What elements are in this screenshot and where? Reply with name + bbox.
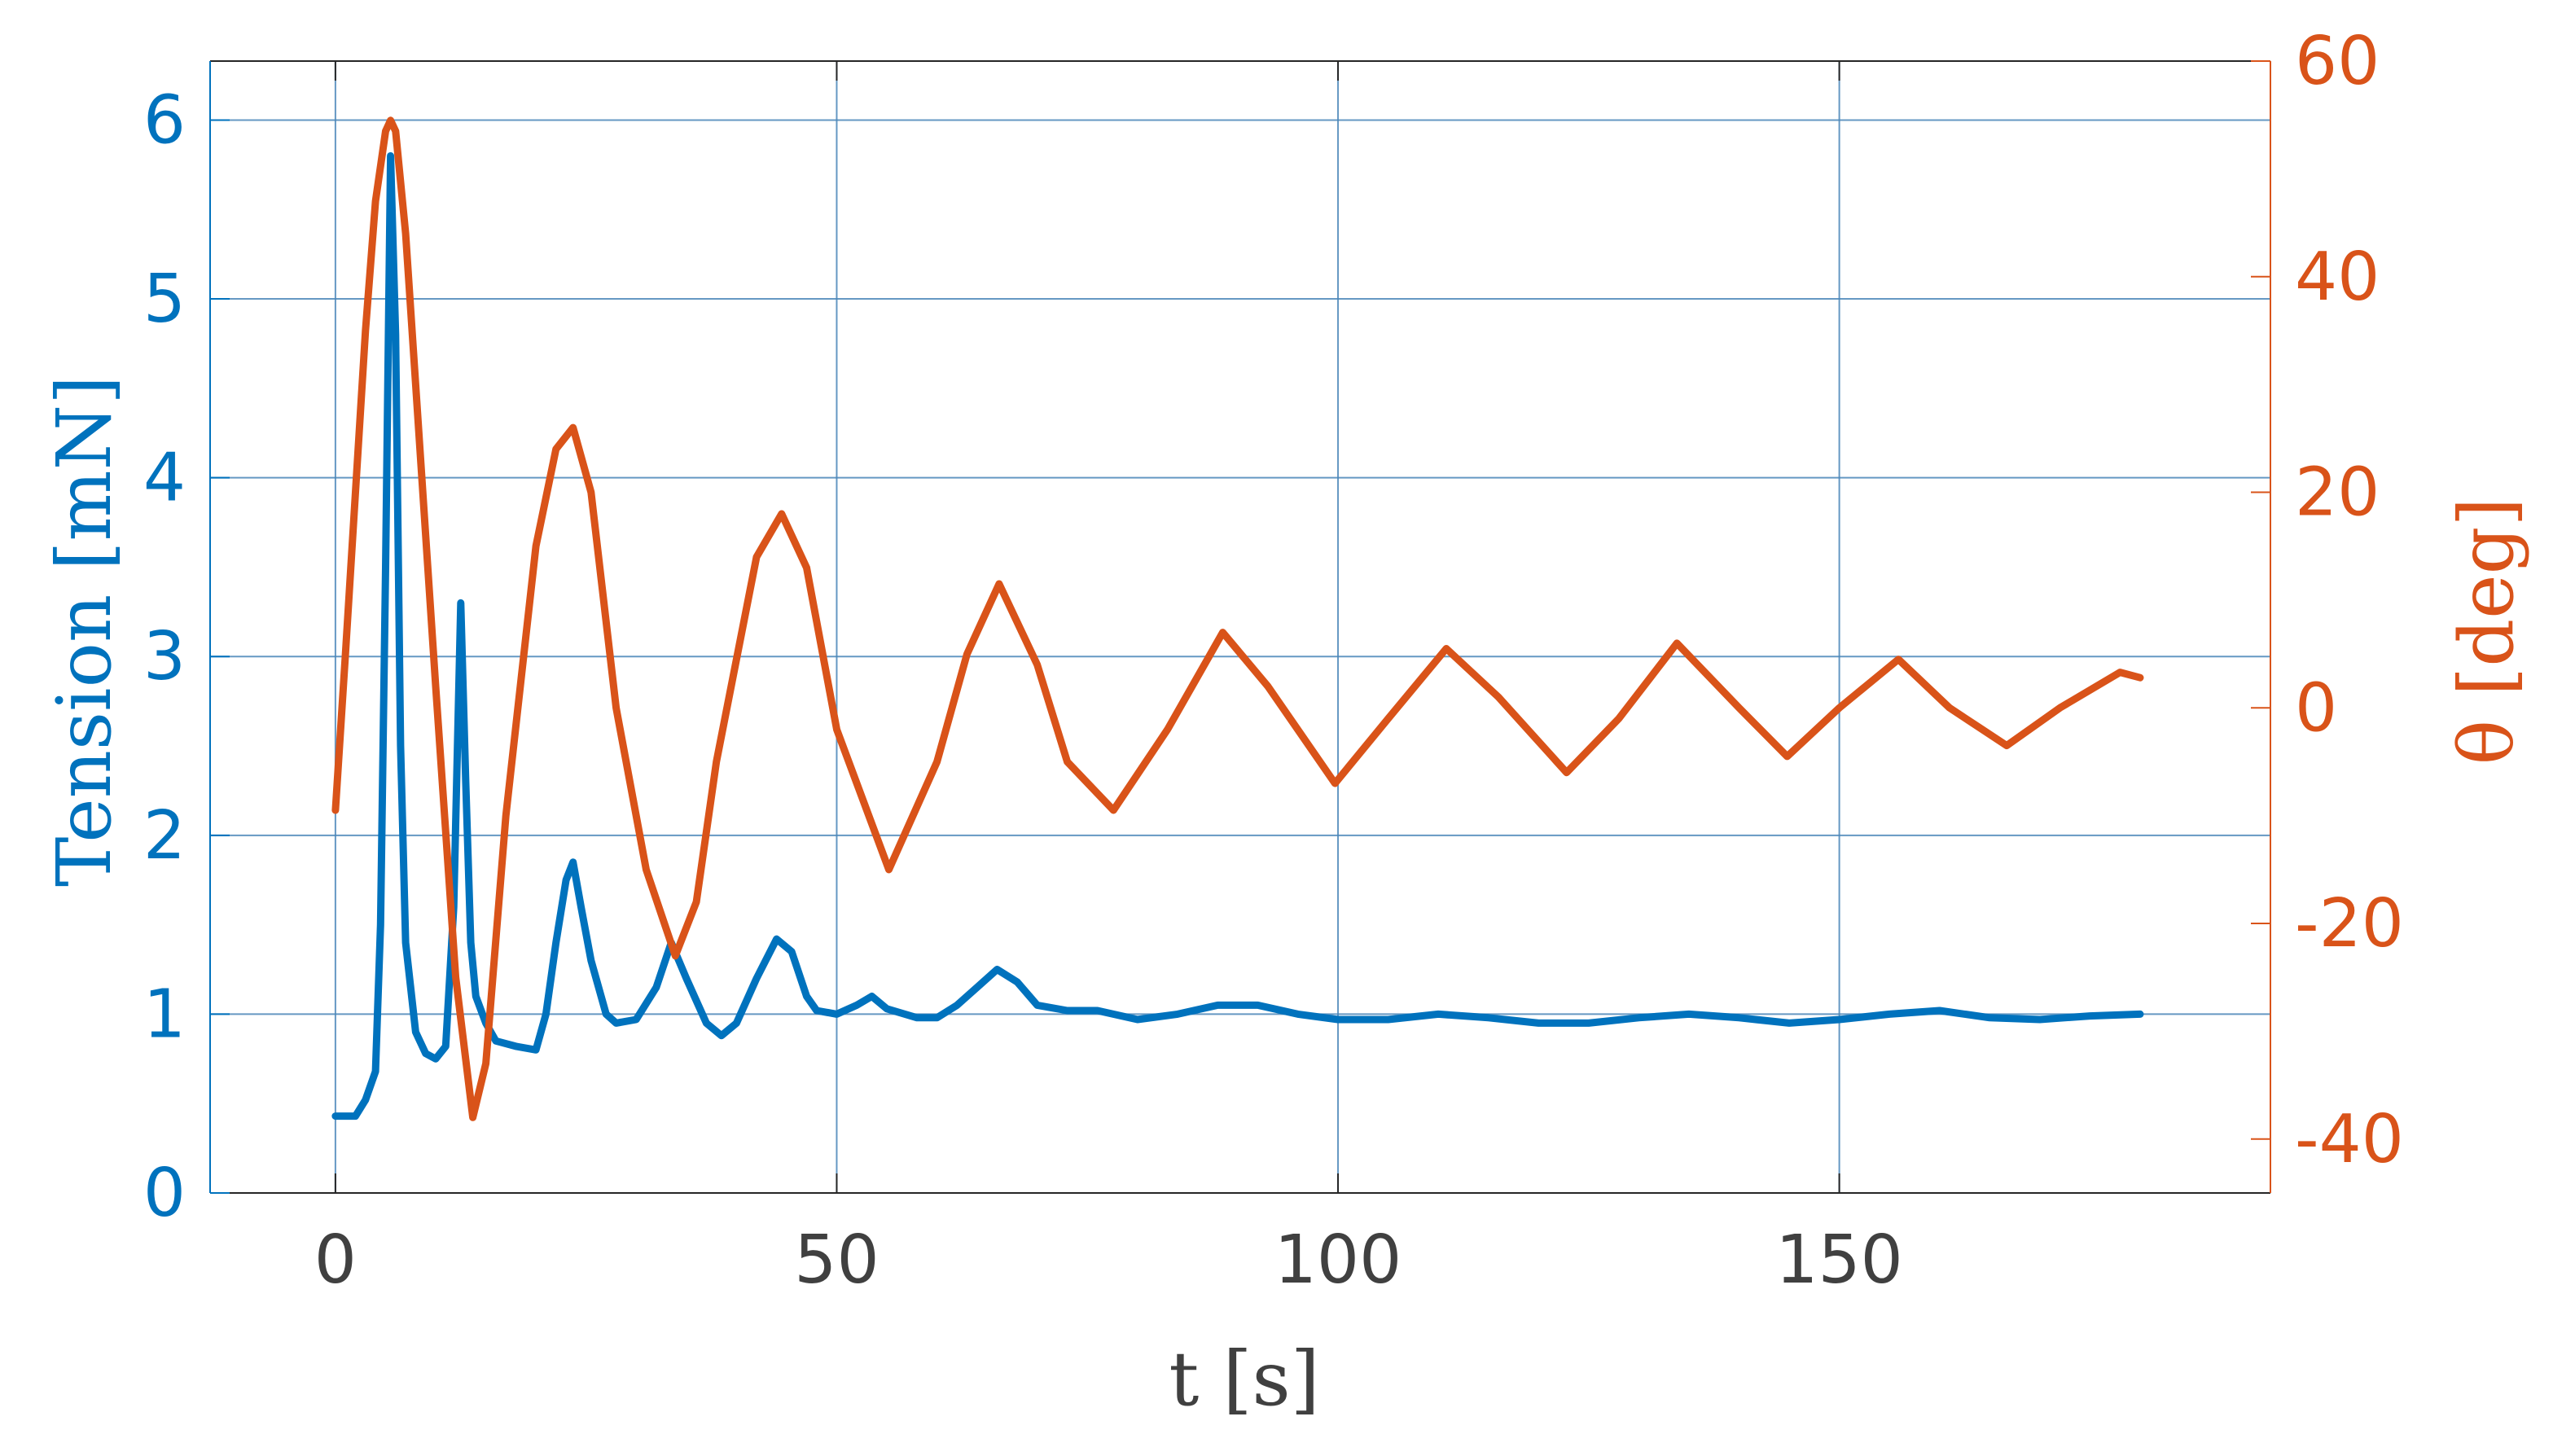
- axes-frame: [209, 60, 2271, 1194]
- y-right-tick-label: -40: [2295, 1101, 2404, 1178]
- y-right-tick-label: 60: [2295, 23, 2380, 100]
- y-right-tick-label: 20: [2295, 454, 2380, 532]
- y-left-tick-label: 1: [143, 976, 186, 1053]
- tick-labels: 0 50 100 150 0 1 2 3 4 5 6 -40 -20 0 20 40 60: [143, 23, 2404, 1299]
- series-layer: [331, 116, 2144, 1121]
- y-left-tick-label: 3: [143, 618, 186, 695]
- y-left-tick-label: 4: [143, 440, 186, 517]
- x-axis-label: t [s]: [1169, 1335, 1319, 1423]
- y-left-tick-label: 0: [143, 1155, 186, 1232]
- tension-series-line: [331, 151, 2144, 1121]
- plot-area: [210, 61, 2270, 1193]
- y-axis-left-label: Tension [mN]: [41, 375, 128, 887]
- y-left-tick-label: 5: [143, 261, 186, 338]
- y-left-tick-label: 6: [143, 81, 186, 159]
- x-tick-label: 150: [1775, 1221, 1903, 1299]
- theta-series-line: [331, 116, 2144, 1121]
- y-right-tick-label: 40: [2295, 239, 2380, 316]
- x-tick-label: 50: [794, 1221, 879, 1299]
- y-right-tick-label: 0: [2295, 669, 2337, 747]
- x-tick-label: 0: [314, 1221, 357, 1299]
- y-axis-right-label: θ [deg]: [2443, 498, 2530, 765]
- y-right-tick-label: -20: [2295, 885, 2404, 963]
- y-left-tick-label: 2: [143, 797, 186, 875]
- x-tick-label: 100: [1274, 1221, 1402, 1299]
